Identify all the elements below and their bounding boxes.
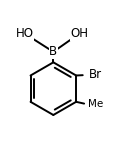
Text: Br: Br xyxy=(89,68,102,81)
Text: HO: HO xyxy=(15,27,33,40)
Text: Me: Me xyxy=(88,100,103,109)
Text: B: B xyxy=(49,45,57,58)
Text: OH: OH xyxy=(71,27,89,40)
